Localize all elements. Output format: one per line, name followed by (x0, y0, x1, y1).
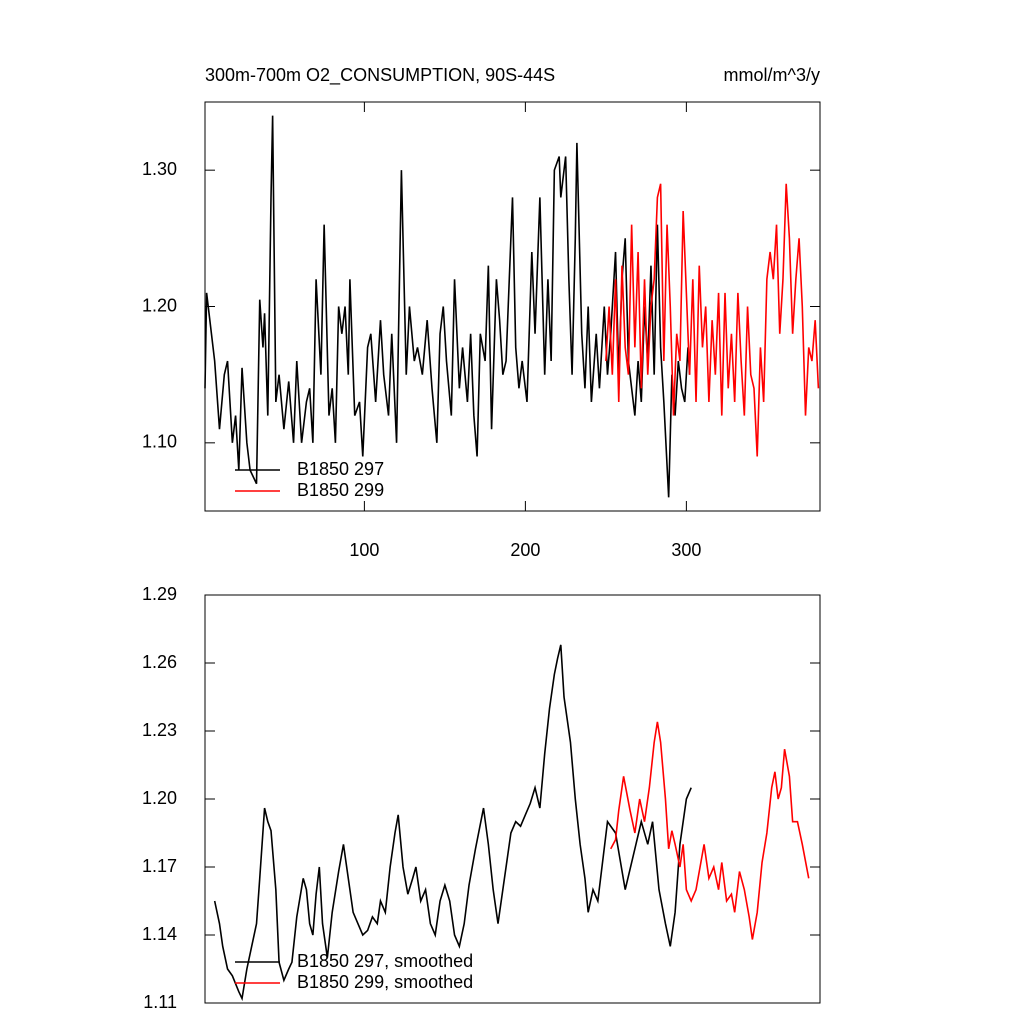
x-tick-label: 100 (349, 540, 379, 560)
y-tick-label: 1.20 (142, 788, 177, 808)
legend-label: B1850 299, smoothed (297, 972, 473, 992)
plot-frame (204, 594, 821, 1004)
legend-label: B1850 297 (297, 459, 384, 479)
units-label: mmol/m^3/y (724, 65, 820, 85)
y-tick-label: 1.29 (142, 584, 177, 604)
series-line (213, 644, 692, 1002)
y-tick-label: 1.20 (142, 295, 177, 315)
y-tick-label: 1.30 (142, 159, 177, 179)
x-tick-label: 200 (510, 540, 540, 560)
series-line (610, 721, 810, 940)
y-tick-label: 1.10 (142, 432, 177, 452)
legend-label: B1850 299 (297, 480, 384, 500)
x-tick-label: 300 (671, 540, 701, 560)
y-tick-label: 1.26 (142, 652, 177, 672)
y-tick-label: 1.23 (142, 720, 177, 740)
series-line (605, 183, 820, 457)
y-tick-label: 1.11 (143, 992, 177, 1012)
plot-frame (204, 101, 821, 512)
y-tick-label: 1.17 (142, 856, 177, 876)
legend-label: B1850 297, smoothed (297, 951, 473, 971)
chart-title: 300m-700m O2_CONSUMPTION, 90S-44S (205, 65, 555, 86)
y-tick-label: 1.14 (142, 924, 177, 944)
